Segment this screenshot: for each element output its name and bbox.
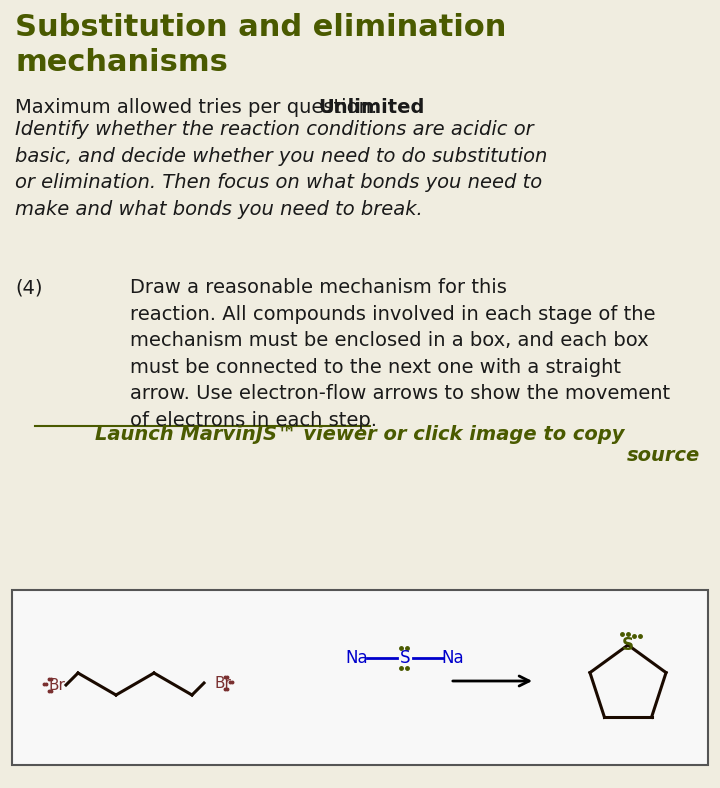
Text: Na: Na <box>441 649 464 667</box>
Text: Br: Br <box>48 678 66 693</box>
Text: S: S <box>622 636 634 654</box>
Text: (4): (4) <box>15 278 42 297</box>
Text: Substitution and elimination
mechanisms: Substitution and elimination mechanisms <box>15 13 506 76</box>
Text: Maximum allowed tries per question:: Maximum allowed tries per question: <box>15 98 384 117</box>
Text: Unlimited: Unlimited <box>318 98 424 117</box>
Bar <box>12 590 708 765</box>
Text: S: S <box>400 649 410 667</box>
Text: Launch MarvinJS™ viewer or click image to copy: Launch MarvinJS™ viewer or click image t… <box>95 425 625 444</box>
Text: Draw a reasonable mechanism for this
reaction. All compounds involved in each st: Draw a reasonable mechanism for this rea… <box>130 278 670 429</box>
Text: Na: Na <box>346 649 369 667</box>
Text: Br: Br <box>214 675 231 690</box>
Text: Identify whether the reaction conditions are acidic or
basic, and decide whether: Identify whether the reaction conditions… <box>15 120 547 218</box>
Text: source: source <box>626 446 700 465</box>
